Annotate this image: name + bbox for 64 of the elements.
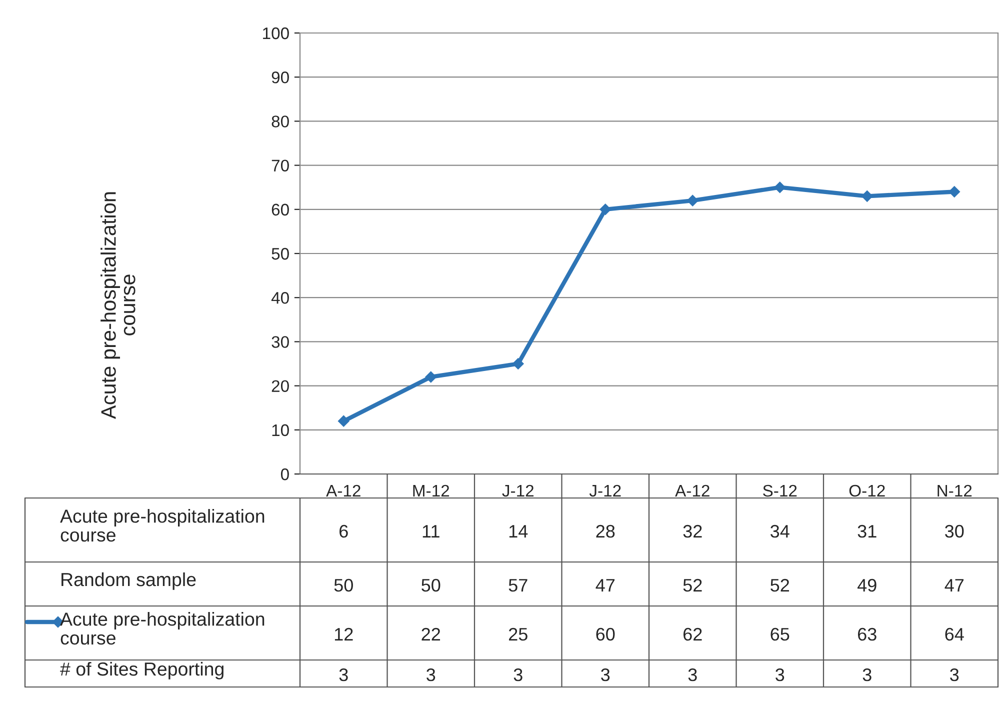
text: 30 <box>945 524 964 538</box>
data-label: 63 <box>858 628 876 641</box>
text: 3 <box>688 668 697 682</box>
y-tick-label: 90 <box>272 72 289 84</box>
data-label: 60 <box>596 628 615 641</box>
data-label: 64 <box>945 628 964 641</box>
y-tick-label: 40 <box>271 292 289 304</box>
text: Acute pre-hospitalization course <box>100 192 136 420</box>
legend-label: Acute pre-hospitalization course <box>60 612 264 645</box>
x-tick-label: A-12 <box>326 484 360 496</box>
text: 52 <box>683 578 702 592</box>
point <box>862 190 873 202</box>
text: 6 <box>340 524 348 538</box>
text: 3 <box>862 668 872 682</box>
x-tick-label: N-12 <box>938 484 972 496</box>
point <box>600 204 611 216</box>
text: 47 <box>944 579 964 592</box>
data-label: 62 <box>684 628 702 641</box>
text: 3 <box>601 668 610 682</box>
x-tick-label: J-12 <box>589 484 621 497</box>
y-tick-label: 10 <box>272 424 289 436</box>
y-tick-label: 70 <box>272 160 289 172</box>
text: 49 <box>858 578 876 592</box>
data-label: 12 <box>334 628 353 640</box>
y-tick-label: 80 <box>272 116 289 128</box>
text: 3 <box>514 668 522 682</box>
text: Acute pre-hospitalization course <box>60 509 264 542</box>
text: Random sample <box>62 572 196 590</box>
point <box>687 194 698 206</box>
y-tick-label: 100 <box>263 27 289 40</box>
point <box>338 415 350 427</box>
y-tick-label: 60 <box>272 204 289 216</box>
text: 11 <box>422 525 440 538</box>
point <box>425 371 436 383</box>
text: 52 <box>770 578 790 592</box>
x-tick-label: A-12 <box>675 484 710 496</box>
data-label: 22 <box>422 628 440 640</box>
data-label: 25 <box>508 628 528 641</box>
point <box>512 358 524 370</box>
y-tick-label: 30 <box>272 336 289 348</box>
text: 32 <box>683 524 702 538</box>
y-tick-label: 20 <box>272 380 289 392</box>
x-tick-label: S-12 <box>763 484 797 497</box>
y-tick-label: 50 <box>272 248 289 260</box>
text: 3 <box>426 668 436 682</box>
text: 28 <box>596 524 615 538</box>
text: 57 <box>508 579 528 592</box>
text: 3 <box>339 668 348 682</box>
x-tick-label: J-12 <box>502 484 534 497</box>
y-tick-label: 0 <box>280 468 289 480</box>
x-tick-label: O-12 <box>849 484 885 497</box>
text: 47 <box>596 579 615 592</box>
text: # of Sites Reporting <box>60 662 224 680</box>
text: 31 <box>858 524 876 538</box>
point <box>774 182 786 193</box>
text: 3 <box>950 668 959 682</box>
point <box>948 186 960 198</box>
text: 50 <box>334 578 353 592</box>
text: 14 <box>509 525 528 538</box>
data-label: 65 <box>770 628 790 641</box>
text: 3 <box>776 668 784 682</box>
x-tick-label: M-12 <box>413 484 450 496</box>
text: 50 <box>422 578 440 592</box>
text: 34 <box>770 524 790 538</box>
